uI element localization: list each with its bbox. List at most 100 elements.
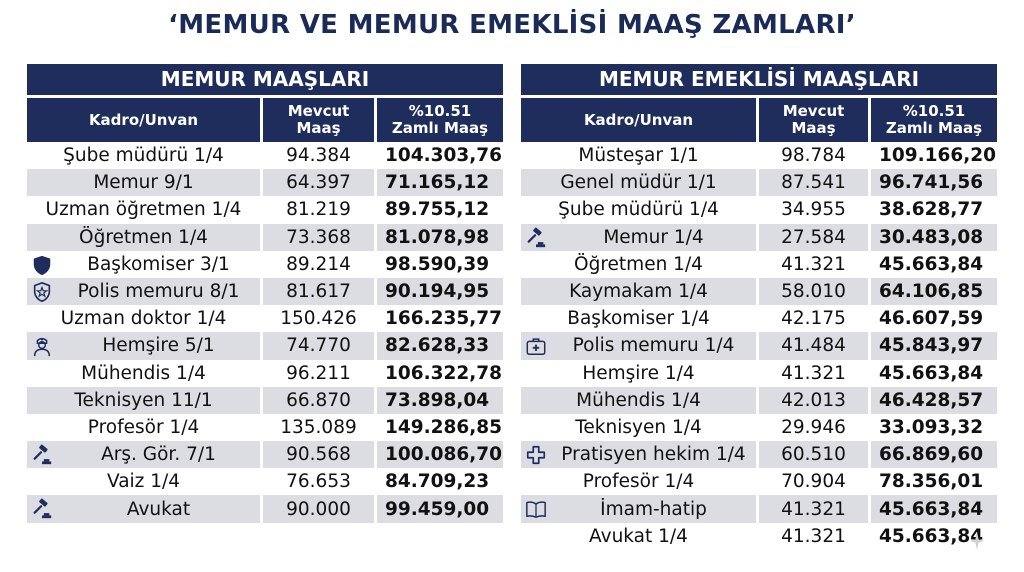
title-text: Müsteşar 1/1 (578, 145, 699, 167)
title-text: Mühendis 1/4 (576, 389, 701, 411)
cell-raised-salary: 33.093,32 (879, 416, 984, 438)
column-header-raised: %10.51 Zamlı Maaş (871, 98, 997, 142)
cell-title: Teknisyen 1/4 (521, 413, 759, 442)
table-row: Avukat 1/4 41.321 45.663,84 (521, 522, 997, 550)
title-text: Uzman öğretmen 1/4 (45, 199, 242, 221)
cell-current-salary: 96.211 (263, 359, 377, 387)
gavel-icon (525, 227, 547, 249)
cell-title: Şube müdürü 1/4 (521, 196, 759, 224)
cell-current-salary: 34.955 (759, 196, 871, 224)
title-text: Hemşire 1/4 (582, 362, 695, 384)
nurse-icon (31, 335, 53, 357)
cell-current-salary: 150.426 (263, 305, 377, 333)
title-text: Kaymakam 1/4 (569, 281, 708, 303)
table-row: Kaymakam 1/4 58.010 64.106,85 (521, 277, 997, 306)
cell-current-salary: 90.000 (263, 495, 377, 523)
table-row: Müsteşar 1/1 98.784 109.166,20 (521, 142, 997, 170)
title-text: Teknisyen 1/4 (575, 416, 702, 438)
cell-title: Memur 9/1 (27, 169, 263, 197)
civil-servant-salary-panel: MEMUR MAAŞLARI Kadro/Unvan Mevcut Maaş %1… (27, 64, 503, 523)
panel-heading: MEMUR EMEKLİSİ MAAŞLARI (521, 64, 997, 95)
cell-raised-salary: 109.166,20 (879, 145, 997, 167)
cell-current-salary: 135.089 (263, 413, 377, 442)
gavel-icon (31, 498, 53, 520)
gavel-icon (31, 444, 53, 466)
title-text: Vaiz 1/4 (106, 471, 181, 493)
cell-raised-salary: 98.590,39 (385, 253, 490, 275)
badge-icon (31, 281, 53, 303)
title-text: Arş. Gör. 7/1 (101, 444, 216, 466)
cell-raised-salary: 166.235,77 (385, 308, 503, 330)
title-text: Genel müdür 1/1 (560, 172, 717, 194)
cell-raised-salary: 100.086,70 (377, 441, 503, 469)
cell-current-salary: 60.510 (759, 441, 871, 469)
cell-current-salary: 41.321 (759, 495, 871, 523)
cell-current-salary: 89.214 (263, 250, 377, 278)
cell-raised-salary: 149.286,85 (385, 416, 503, 438)
cell-raised-salary: 66.869,60 (871, 441, 997, 469)
cell-title: Polis memuru 8/1 (27, 277, 263, 306)
title-text: İmam-hatip (600, 498, 707, 520)
cell-current-salary: 87.541 (759, 169, 871, 197)
table-row: Uzman öğretmen 1/4 81.219 89.755,12 (27, 196, 503, 224)
title-text: Pratisyen hekim 1/4 (561, 444, 746, 466)
cell-current-salary: 42.175 (759, 305, 871, 333)
title-text: Profesör 1/4 (87, 416, 200, 438)
cell-current-salary: 94.384 (263, 142, 377, 170)
cell-raised-salary: 82.628,33 (377, 332, 503, 360)
medkit-icon (525, 335, 547, 357)
table-row: Teknisyen 1/4 29.946 33.093,32 (521, 413, 997, 442)
table-row: Başkomiser 1/4 42.175 46.607,59 (521, 305, 997, 333)
table-row: Öğretmen 1/4 73.368 81.078,98 (27, 223, 503, 251)
title-text: Şube müdürü 1/4 (63, 145, 224, 167)
retiree-salary-panel: MEMUR EMEKLİSİ MAAŞLARI Kadro/Unvan Mevc… (521, 64, 997, 550)
cell-title: Uzman doktor 1/4 (27, 305, 263, 333)
table-row: Avukat 90.000 99.459,00 (27, 495, 503, 523)
column-header-current: Mevcut Maaş (759, 98, 871, 142)
cell-title: Başkomiser 1/4 (521, 305, 759, 333)
title-text: Memur 9/1 (93, 172, 194, 194)
sparkle-icon (970, 532, 984, 550)
table-row: Şube müdürü 1/4 34.955 38.628,77 (521, 196, 997, 224)
cell-title: Şube müdürü 1/4 (27, 142, 263, 170)
book-icon (525, 498, 547, 520)
cell-title: Pratisyen hekim 1/4 (521, 441, 759, 469)
shield-icon (31, 254, 53, 276)
cell-raised-salary: 96.741,56 (871, 169, 997, 197)
cell-current-salary: 73.368 (263, 223, 377, 251)
table-header-row: Kadro/Unvan Mevcut Maaş %10.51 Zamlı Maaş (521, 98, 997, 142)
table-row: Şube müdürü 1/4 94.384 104.303,76 (27, 142, 503, 170)
cell-raised-salary: 89.755,12 (385, 199, 490, 221)
table-row: Profesör 1/4 70.904 78.356,01 (521, 468, 997, 496)
cell-current-salary: 41.321 (759, 250, 871, 278)
cell-title: Profesör 1/4 (521, 468, 759, 496)
cell-raised-salary: 45.843,97 (871, 332, 997, 360)
title-text: Uzman doktor 1/4 (60, 308, 227, 330)
table-header-row: Kadro/Unvan Mevcut Maaş %10.51 Zamlı Maaş (27, 98, 503, 142)
table-row: Hemşire 5/1 74.770 82.628,33 (27, 332, 503, 360)
cell-raised-salary: 46.607,59 (879, 308, 984, 330)
cell-title: Memur 1/4 (521, 223, 759, 251)
cell-current-salary: 64.397 (263, 169, 377, 197)
cell-raised-salary: 106.322,78 (385, 362, 503, 384)
title-text: Memur 1/4 (603, 226, 704, 248)
title-text: Başkomiser 1/4 (567, 308, 710, 330)
medical-cross-icon (525, 444, 547, 466)
cell-current-salary: 42.013 (759, 386, 871, 414)
cell-raised-salary: 46.428,57 (871, 386, 997, 414)
cell-title: Öğretmen 1/4 (521, 250, 759, 278)
cell-title: Başkomiser 3/1 (27, 250, 263, 278)
cell-title: Arş. Gör. 7/1 (27, 441, 263, 469)
title-text: Öğretmen 1/4 (79, 226, 208, 248)
column-header-raised: %10.51 Zamlı Maaş (377, 98, 503, 142)
cell-current-salary: 58.010 (759, 277, 871, 306)
table-row: İmam-hatip 41.321 45.663,84 (521, 495, 997, 523)
cell-raised-salary: 71.165,12 (377, 169, 503, 197)
cell-raised-salary: 78.356,01 (879, 471, 984, 493)
table-row: Profesör 1/4 135.089 149.286,85 (27, 413, 503, 442)
title-text: Teknisyen 11/1 (74, 389, 213, 411)
cell-title: Genel müdür 1/1 (521, 169, 759, 197)
cell-raised-salary: 45.663,84 (871, 495, 997, 523)
cell-current-salary: 27.584 (759, 223, 871, 251)
title-text: Avukat 1/4 (589, 525, 688, 547)
